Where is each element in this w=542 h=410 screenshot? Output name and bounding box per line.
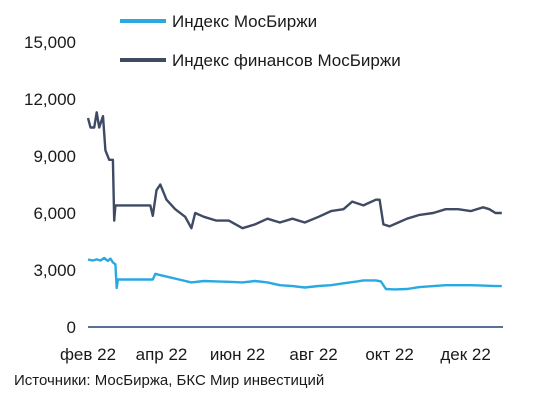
- x-tick-label: июн 22: [210, 345, 265, 364]
- series-lines: [86, 111, 502, 291]
- y-tick-label: 15,000: [24, 33, 76, 52]
- legend-label-finance-index: Индекс финансов МосБиржи: [172, 51, 401, 70]
- legend: Индекс МосБиржи Индекс финансов МосБиржи: [120, 12, 401, 70]
- y-axis-tick-labels: 0 3,000 6,000 9,000 12,000 15,000: [24, 33, 76, 337]
- y-tick-label: 6,000: [33, 204, 76, 223]
- source-note: Источники: МосБиржа, БКС Мир инвестиций: [14, 372, 325, 389]
- x-tick-label: авг 22: [289, 345, 337, 364]
- x-tick-label: дек 22: [440, 345, 490, 364]
- y-tick-label: 12,000: [24, 90, 76, 109]
- x-tick-label: окт 22: [365, 345, 414, 364]
- y-tick-label: 9,000: [33, 147, 76, 166]
- x-tick-label: апр 22: [136, 345, 188, 364]
- y-tick-label: 0: [67, 318, 76, 337]
- x-tick-label: фев 22: [60, 345, 116, 364]
- x-axis-tick-labels: фев 22 апр 22 июн 22 авг 22 окт 22 дек 22: [60, 345, 491, 364]
- series-line-finance-index: [86, 111, 502, 230]
- legend-label-moex-index: Индекс МосБиржи: [172, 12, 317, 31]
- series-line-moex-index: [87, 256, 502, 291]
- y-tick-label: 3,000: [33, 261, 76, 280]
